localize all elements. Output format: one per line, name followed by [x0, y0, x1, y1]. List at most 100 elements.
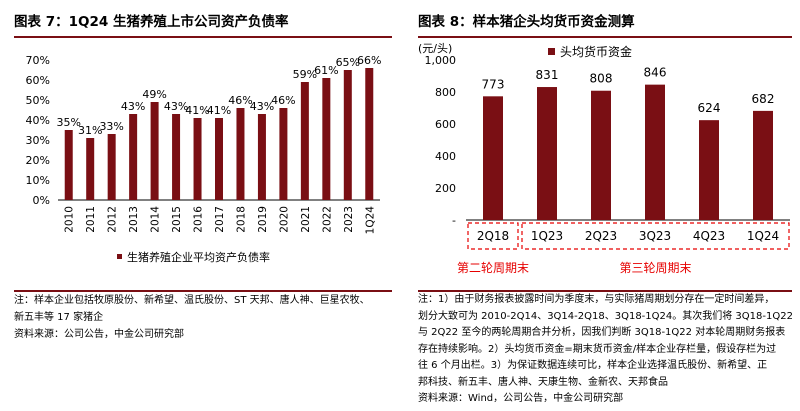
bar [300, 82, 309, 200]
y-tick-label: 1,000 [425, 54, 457, 67]
right-note-line: 注：1）由于财务报表披露时间为季度末，与实际猪周期划分存在一定时间差异， [418, 294, 775, 305]
x-tick-label: 2014 [150, 206, 162, 233]
x-tick-label: 2Q18 [477, 229, 509, 243]
data-label: 41% [185, 104, 209, 117]
bar [699, 120, 719, 220]
data-label: 33% [99, 120, 123, 133]
x-tick-label: 2015 [171, 206, 183, 233]
y-tick-label: 200 [435, 182, 456, 195]
right-source-line: 资料来源：Wind，公司公告，中金公司研究部 [418, 393, 624, 404]
period-label-cycle-3: 第三轮周期末 [619, 261, 691, 275]
bar [645, 84, 665, 220]
right-chart: (元/头) - 200 400 600 800 1,000 773 2Q18 831 1Q23 808… [418, 42, 790, 275]
data-label: 31% [78, 124, 102, 137]
data-label: 682 [752, 92, 775, 106]
bar [129, 114, 138, 200]
data-label: 773 [482, 77, 505, 91]
y-tick-label: 400 [435, 150, 456, 163]
right-notes: 注：1）由于财务报表披露时间为季度末，与实际猪周期划分存在一定时间差异， 划分大… [418, 292, 794, 408]
x-tick-label: 2019 [257, 206, 269, 233]
data-label: 624 [698, 101, 721, 115]
left-note-line: 注：样本企业包括牧原股份、新希望、温氏股份、ST 天邦、唐人神、巨星农牧、 [14, 295, 370, 306]
y-tick-label: 30% [26, 134, 50, 147]
legend-label: 头均货币资金 [560, 44, 632, 59]
right-note-line: 存在持续影响。2）头均货币资金=期末货币资金/样本企业存栏量，假设存栏为过 [418, 343, 777, 355]
x-tick-label: 2021 [300, 206, 312, 233]
x-tick-label: 4Q23 [693, 229, 725, 243]
right-note-rule [418, 290, 792, 292]
y-tick-label: 800 [435, 86, 456, 99]
x-tick-label: 2013 [128, 206, 140, 233]
x-tick-label: 2011 [85, 206, 97, 233]
bar [537, 87, 557, 220]
bar [172, 114, 181, 200]
right-title-rule [418, 36, 792, 38]
left-source-line: 资料来源：公司公告，中金公司研究部 [14, 329, 184, 340]
right-note-line: 往 6 个月出栏。3）为保证数据连续可比，样本企业选择温氏股份、新希望、正 [418, 360, 768, 371]
bar [236, 108, 245, 200]
x-tick-label: 2Q23 [585, 229, 617, 243]
bar [257, 114, 266, 200]
y-axis-unit: (元/头) [418, 42, 452, 55]
data-label: 41% [207, 104, 231, 117]
y-tick-label: - [452, 214, 456, 227]
bar [86, 138, 95, 200]
right-note-line: 邦科技、新五丰、唐人神、天康生物、金新农、天邦食品 [418, 376, 668, 388]
bar [279, 108, 288, 200]
x-tick-label: 2020 [278, 206, 290, 233]
legend-swatch [117, 254, 122, 259]
x-tick-label: 2023 [343, 206, 355, 233]
y-tick-label: 50% [26, 94, 50, 107]
x-tick-label: 1Q24 [747, 229, 779, 243]
bar [343, 70, 352, 200]
data-label: 846 [644, 66, 667, 80]
data-label: 66% [357, 54, 381, 67]
period-label-cycle-2: 第二轮周期末 [457, 261, 529, 275]
bar [215, 118, 223, 200]
left-title-rule [14, 36, 392, 38]
data-label: 61% [314, 64, 338, 77]
y-tick-label: 40% [26, 114, 50, 127]
x-tick-label: 2022 [321, 206, 333, 233]
left-chart: 0% 10% 20% 30% 40% 50% 60% 70% 35% 2010 31% 2011 33%… [26, 54, 382, 264]
right-chart-title: 图表 8：样本猪企头均货币资金测算 [418, 14, 635, 30]
highlight-box-cycle-2 [467, 222, 519, 250]
x-tick-label: 2010 [64, 206, 76, 233]
data-label: 65% [336, 56, 360, 69]
data-label: 35% [57, 116, 81, 129]
legend-swatch [548, 48, 555, 55]
x-tick-label: 2012 [107, 206, 119, 233]
data-label: 46% [271, 94, 295, 107]
left-panel: 图表 7：1Q24 生猪养殖上市公司资产负债率 0% 10% 20% 30% 40% 50… [14, 14, 394, 343]
y-tick-label: 0% [33, 194, 50, 207]
left-note-rule [14, 290, 392, 292]
bar [365, 68, 374, 200]
bar [753, 110, 773, 220]
right-panel: 图表 8：样本猪企头均货币资金测算 (元/头) - 200 400 600 800 1,00… [404, 0, 800, 411]
bar [193, 118, 202, 200]
bar [150, 102, 159, 200]
bar [483, 96, 503, 220]
bar [64, 130, 73, 200]
x-tick-label: 3Q23 [639, 229, 671, 243]
left-notes: 注：样本企业包括牧原股份、新希望、温氏股份、ST 天邦、唐人神、巨星农牧、 新五… [14, 292, 394, 343]
right-note-line: 划分大致可为 2010-2Q14、3Q14-2Q18、3Q18-1Q24。其次我… [418, 310, 793, 322]
data-label: 808 [590, 72, 613, 86]
data-label: 43% [121, 100, 145, 113]
y-tick-label: 10% [26, 174, 50, 187]
data-label: 43% [164, 100, 188, 113]
x-tick-label: 2017 [214, 206, 226, 233]
x-tick-label: 1Q23 [531, 229, 563, 243]
left-note-line: 新五丰等 17 家猪企 [14, 312, 104, 323]
y-tick-label: 600 [435, 118, 456, 131]
data-label: 831 [536, 68, 559, 82]
x-tick-label: 1Q24 [364, 206, 376, 235]
highlight-box-cycle-3 [521, 222, 790, 250]
bar [591, 90, 611, 220]
data-label: 43% [250, 100, 274, 113]
right-note-line: 与 2Q22 至今的两轮周期合并分析，因我们判断 3Q18-1Q22 对本轮周期… [418, 327, 786, 338]
data-label: 59% [293, 68, 317, 81]
legend-label: 生猪养殖企业平均资产负债率 [127, 250, 270, 264]
data-label: 49% [142, 88, 166, 101]
x-tick-label: 2018 [235, 206, 247, 233]
